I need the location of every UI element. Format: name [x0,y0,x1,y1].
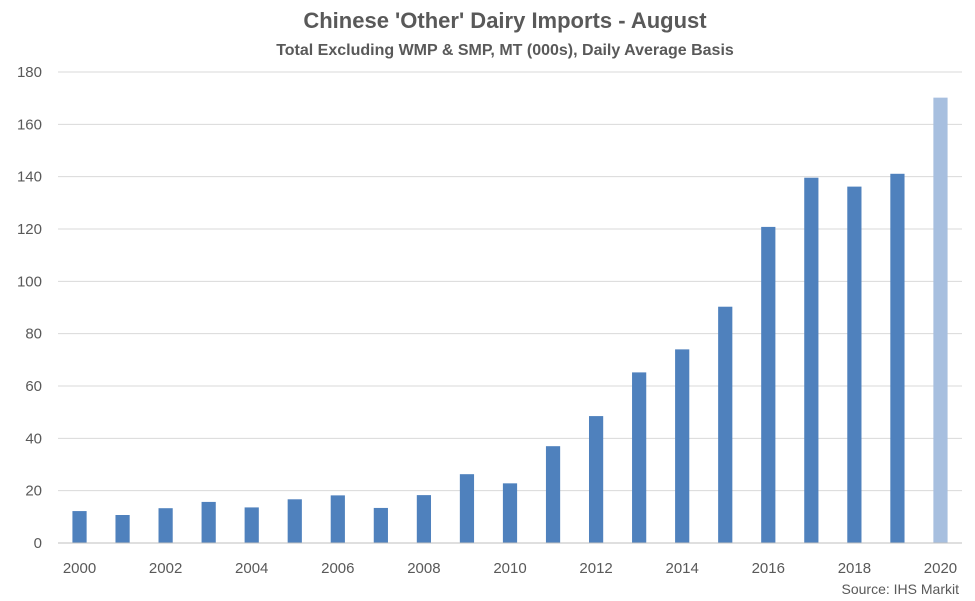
bar-2004 [244,507,259,543]
gridlines [58,71,962,492]
bar-2015 [718,306,733,543]
bar-2013 [632,372,647,543]
y-tick-label: 180 [17,64,42,81]
y-tick-label: 60 [25,378,42,395]
bar-2014 [675,349,690,543]
bar-2006 [330,495,345,543]
chart-subtitle: Total Excluding WMP & SMP, MT (000s), Da… [276,42,734,59]
bar-2002 [158,508,173,543]
bar-2019 [890,173,905,543]
x-tick-label: 2014 [666,560,699,577]
x-tick-label: 2012 [579,560,612,577]
source-note: Source: IHS Markit [841,581,959,597]
y-tick-label: 160 [17,116,42,133]
x-tick-label: 2002 [149,560,182,577]
bars [72,97,948,544]
y-tick-label: 40 [25,430,42,447]
bar-2016 [761,226,776,543]
bar-2000 [72,511,87,543]
x-tick-label: 2018 [838,560,871,577]
bar-2003 [201,501,216,543]
y-tick-label: 120 [17,221,42,238]
x-tick-label: 2004 [235,560,268,577]
x-tick-label: 2016 [752,560,785,577]
bar-2012 [588,416,604,543]
y-tick-label: 140 [17,169,42,186]
x-axis-tick-labels: 2000 2002 2004 2006 2008 2010 2012 2014 2016 2018… [63,560,957,577]
y-tick-label: 0 [34,535,42,552]
x-tick-label: 2020 [924,560,957,577]
y-tick-label: 80 [25,326,42,343]
bar-2001 [115,515,130,543]
x-tick-label: 2006 [321,560,354,577]
chart-title: Chinese 'Other' Dairy Imports - August [303,8,707,33]
bar-2007 [373,507,388,543]
bar-2020 [933,97,948,543]
bar-2018 [847,186,862,544]
bar-2011 [545,446,561,543]
bar-2010 [502,483,518,543]
bar-2005 [287,499,302,543]
x-tick-label: 2008 [407,560,440,577]
y-axis-tick-labels: 0 20 40 60 80 100 120 140 160 180 [17,64,42,552]
y-tick-label: 20 [25,483,42,500]
bar-2017 [804,177,819,544]
x-tick-label: 2010 [493,560,526,577]
x-tick-label: 2000 [63,560,96,577]
y-tick-label: 100 [17,273,42,290]
bar-2008 [416,495,432,543]
bar-2009 [459,474,475,543]
